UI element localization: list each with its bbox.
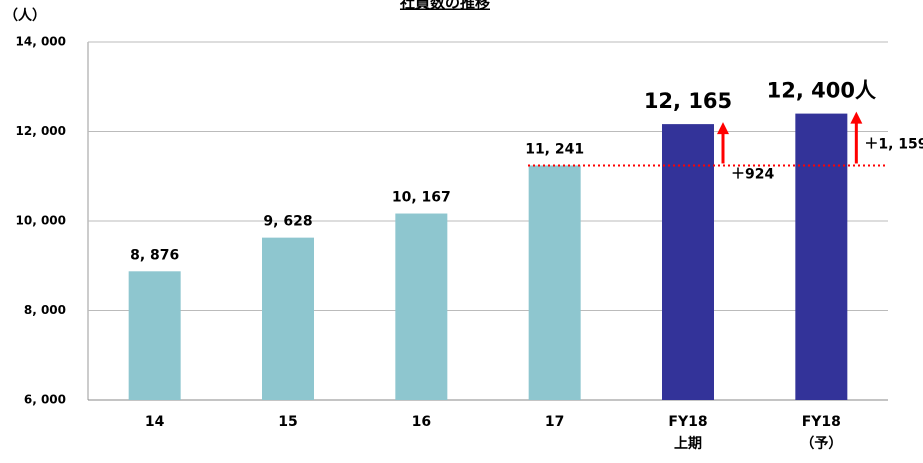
bar [528,165,581,400]
value-label: 10, 167 [392,190,451,206]
value-label: 12, 400人 [767,79,876,103]
y-tick-label: 12, 000 [16,124,66,138]
y-tick-label: 6, 000 [24,393,66,407]
annotation: ＋1, 159 [864,136,923,152]
annotation: ＋924 [731,166,774,182]
chart-title: 社員数の推移 [399,0,490,12]
value-label: 12, 165 [644,89,732,113]
value-label: 8, 876 [130,247,179,263]
bar [795,113,848,400]
y-tick-label: 14, 000 [16,35,66,49]
annotation-arrowhead [850,111,863,124]
bar [262,237,314,400]
x-tick-label: 15 [278,414,297,430]
bar [128,271,181,400]
bar [662,124,714,401]
value-label: 9, 628 [263,214,312,230]
x-tick-label: 14 [145,414,165,430]
x-tick-label: 16 [412,414,431,430]
bar [395,213,448,400]
y-tick-label: 10, 000 [16,214,66,228]
x-tick-label: FY18 上期 [668,414,707,452]
value-label: 11, 241 [525,141,584,157]
y-tick-label: 8, 000 [24,303,66,317]
x-tick-label: 17 [545,414,564,430]
x-tick-label: FY18 （予） [800,414,842,452]
annotation-arrowhead [717,122,729,135]
y-axis-label: （人） [4,7,46,24]
